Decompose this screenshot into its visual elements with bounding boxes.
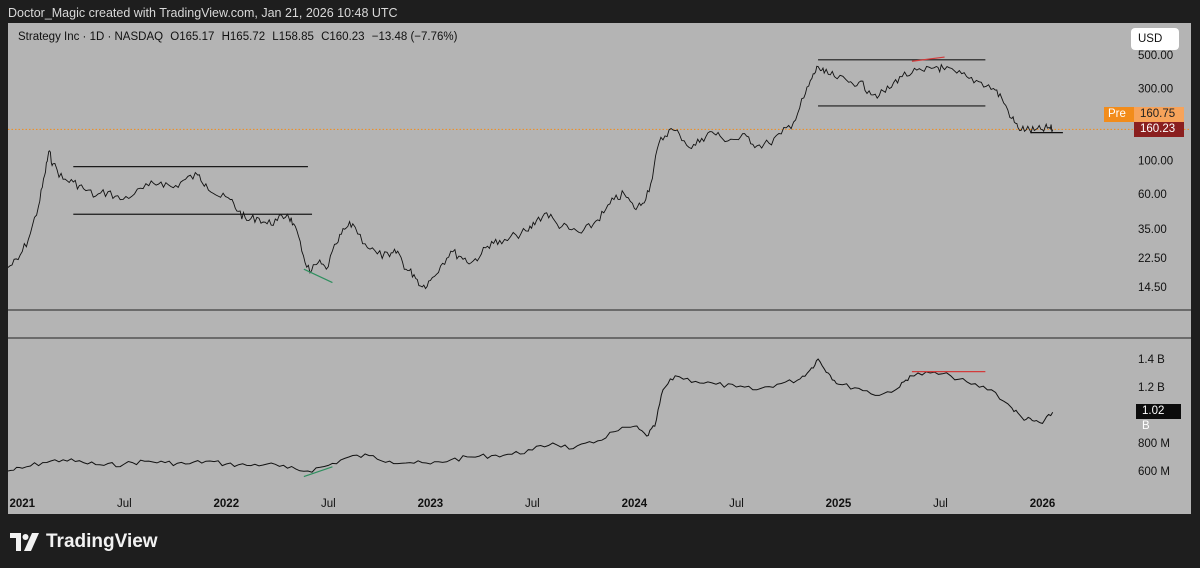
indicator-axis-label: 1.4 B: [1138, 354, 1165, 366]
price-axis-label: 14.50: [1138, 282, 1167, 294]
high-value: H165.72: [221, 31, 266, 43]
price-drawing-line-5[interactable]: [911, 56, 945, 62]
symbol-legend: Strategy Inc · 1D · NASDAQ O165.17 H165.…: [18, 31, 461, 43]
time-axis-label: 2023: [418, 498, 444, 510]
chart-area[interactable]: 500.00 300.00 100.00 60.00 35.00 22.50 14.50 1.…: [8, 23, 1191, 514]
symbol-label: Strategy Inc · 1D · NASDAQ: [18, 31, 164, 43]
indicator-axis-label: 1.2 B: [1138, 382, 1165, 394]
price-axis-label: 60.00: [1138, 189, 1167, 201]
low-value: L158.85: [272, 31, 314, 43]
chart-canvas[interactable]: 500.00 300.00 100.00 60.00 35.00 22.50 14.50 1.…: [8, 23, 1191, 514]
time-axis-label: 2021: [9, 498, 35, 510]
price-axis-label: 22.50: [1138, 253, 1167, 265]
price-axis-label: 300.00: [1138, 84, 1173, 96]
time-axis-label: 2024: [622, 498, 648, 510]
tradingview-logo-icon: [10, 533, 39, 551]
tradingview-brand[interactable]: TradingView: [10, 530, 158, 554]
price-axis-label: 35.00: [1138, 224, 1167, 236]
premarket-label: Pre: [1104, 107, 1134, 122]
time-axis-label: Jul: [117, 498, 132, 510]
price-axis-label: 500.00: [1138, 50, 1173, 62]
time-axis-label: Jul: [933, 498, 948, 510]
time-axis-label: 2025: [826, 498, 852, 510]
time-axis-label: Jul: [729, 498, 744, 510]
attribution-text: Doctor_Magic created with TradingView.co…: [8, 6, 398, 20]
price-drawing-line-2[interactable]: [303, 268, 333, 284]
brand-name: TradingView: [46, 531, 158, 552]
indicator-axis-label: 800 M: [1138, 438, 1170, 450]
price-axis-label: 100.00: [1138, 155, 1173, 167]
currency-button[interactable]: USD: [1131, 28, 1179, 50]
time-axis-label: 2022: [214, 498, 240, 510]
indicator-drawing-line-0[interactable]: [303, 466, 333, 478]
indicator-value-tag: 1.02 B: [1136, 404, 1181, 432]
change-value: −13.48 (−7.76%): [371, 31, 458, 43]
time-axis-label: 2026: [1030, 498, 1056, 510]
indicator-series-line: [8, 358, 1054, 473]
time-axis-label: Jul: [525, 498, 540, 510]
open-value: O165.17: [170, 31, 215, 43]
price-series-line: [8, 63, 1054, 290]
close-value: C160.23: [321, 31, 365, 43]
last-price-tag: 160.23: [1134, 122, 1184, 137]
time-axis-label: Jul: [321, 498, 336, 510]
premarket-price-tag: 160.75: [1134, 107, 1184, 122]
indicator-axis-label: 600 M: [1138, 466, 1170, 478]
